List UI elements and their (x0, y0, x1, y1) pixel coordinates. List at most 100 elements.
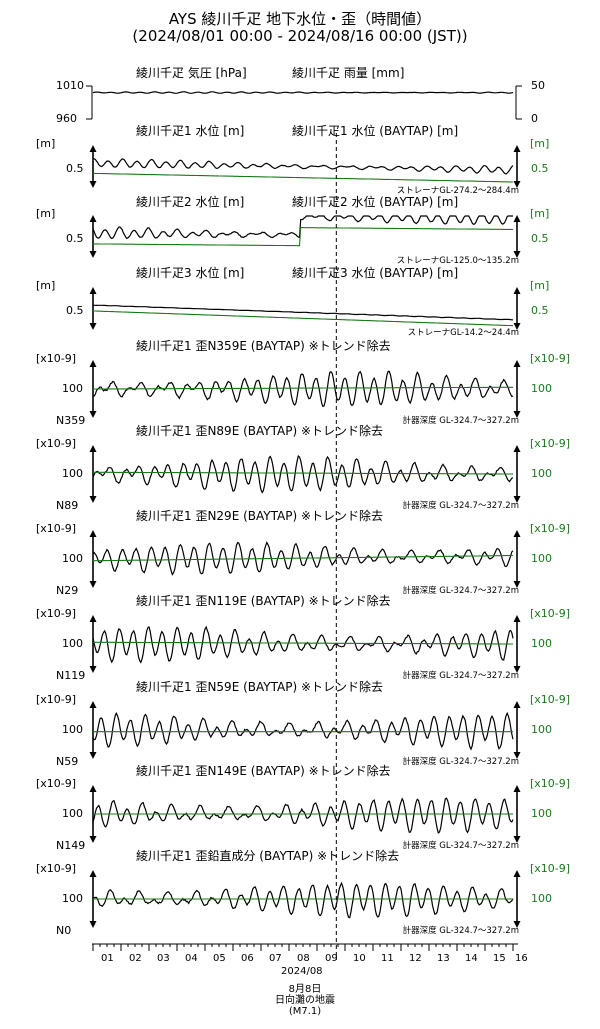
panel-5-left-arrow-head-down (89, 496, 97, 503)
panel-4-right-arrow-head-up (513, 360, 521, 367)
panel-9-title-left: 綾川千疋1 歪N149E (BAYTAP) ※トレンド除去 (136, 764, 391, 778)
panel-1-right-unit: [m] (530, 137, 550, 150)
panel-0-right-tick-top: 50 (531, 79, 545, 92)
panel-4-left-tick: 100 (62, 382, 83, 395)
panel-8-title-left: 綾川千疋1 歪N59E (BAYTAP) ※トレンド除去 (136, 680, 384, 694)
panel-4-right-tick: 100 (531, 382, 552, 395)
panel-6-left-arrow-head-down (89, 581, 97, 588)
x-axis-tick-label-12: 12 (409, 953, 422, 964)
panel-0-left-tick-bottom: 960 (56, 112, 77, 125)
panel-6-right-arrow-head-down (513, 581, 521, 588)
panel-7-note: 計器深度 GL-324.7～327.2m (402, 671, 519, 681)
x-axis-tick-label-06: 06 (241, 953, 254, 964)
x-axis-month-label: 2024/08 (281, 966, 323, 977)
x-axis-tick-label-07: 07 (269, 953, 282, 964)
x-axis-tick-label-14: 14 (465, 953, 478, 964)
panel-5-right-arrow-head-up (513, 445, 521, 452)
panel-7-direction: N119 (56, 669, 86, 682)
panel-3-left-unit: [m] (36, 279, 56, 292)
panel-6-direction: N29 (56, 584, 79, 597)
x-axis-tick-label-02: 02 (129, 953, 142, 964)
panel-4-direction: N359 (56, 414, 86, 427)
panel-8-right-arrow-head-down (513, 752, 521, 759)
panel-6-left-arrow-head-up (89, 530, 97, 537)
panel-2-title-left: 綾川千疋2 水位 [m] (136, 195, 245, 209)
panel-8-left-tick: 100 (62, 723, 83, 736)
panel-0-right-tick-bottom: 0 (531, 112, 538, 125)
panel-8-note: 計器深度 GL-324.7～327.2m (402, 757, 519, 767)
panel-2-right-tick: 0.5 (531, 231, 549, 245)
panel-9-left-unit: [x10-9] (36, 777, 77, 790)
panel-6-right-tick: 100 (531, 552, 552, 565)
panel-7-series-0-line (92, 625, 514, 664)
panel-3-left-arrow-head-down (89, 323, 97, 330)
panel-5-right-tick: 100 (531, 467, 552, 480)
x-axis-tick-label-10: 10 (353, 953, 366, 964)
panel-6-note: 計器深度 GL-324.7～327.2m (402, 586, 519, 596)
panel-9-left-tick: 100 (62, 807, 83, 820)
panel-2-title-right: 綾川千疋2 水位 (BAYTAP) [m] (292, 195, 459, 209)
panel-9-right-tick: 100 (531, 807, 552, 820)
panel-5-left-tick: 100 (62, 467, 83, 480)
panel-7-left-tick: 100 (62, 637, 83, 650)
panel-4-left-arrow-head-up (89, 360, 97, 367)
panel-7-right-unit: [x10-9] (530, 607, 571, 620)
panel-0-left-tick-top: 1010 (56, 79, 84, 92)
panel-9-right-arrow-head-down (513, 836, 521, 843)
panel-8-right-tick: 100 (531, 723, 552, 736)
panel-3-title-left: 綾川千疋3 水位 [m] (136, 266, 245, 280)
panel-1-right-tick: 0.5 (531, 161, 549, 175)
chart-title: AYS 綾川千疋 地下水位・歪（時間値） (168, 10, 432, 28)
panel-4-title-left: 綾川千疋1 歪N359E (BAYTAP) ※トレンド除去 (136, 339, 391, 353)
earthquake-annotation: 8月8日 日向灘の地震 (M7.1) (255, 984, 355, 1017)
panel-4-left-unit: [x10-9] (36, 352, 77, 365)
panel-8-series-0-line (92, 711, 514, 751)
panel-3-left-tick: 0.5 (66, 303, 84, 317)
panel-5-direction: N89 (56, 499, 79, 512)
x-axis-tick-label-15: 15 (493, 953, 506, 964)
panel-6-left-unit: [x10-9] (36, 522, 77, 535)
panel-9-right-arrow-head-up (513, 785, 521, 792)
panel-0-title-left: 綾川千疋 気圧 [hPa] (136, 66, 247, 80)
chart-subtitle: (2024/08/01 00:00 - 2024/08/16 00:00 (JS… (132, 27, 468, 45)
panel-10-series-0-line (92, 881, 514, 919)
panel-2-left-unit: [m] (36, 207, 56, 220)
panel-9-left-arrow-head-up (89, 785, 97, 792)
panel-3-right-arrow-head-up (513, 287, 521, 294)
panel-5-note: 計器深度 GL-324.7～327.2m (402, 501, 519, 511)
panel-4-note: 計器深度 GL-324.7～327.2m (402, 416, 519, 426)
panel-3-series-0-line (92, 304, 514, 321)
panel-1-title-left: 綾川千疋1 水位 [m] (136, 124, 245, 138)
panel-2-left-arrow-head-down (89, 251, 97, 258)
panel-6-series-1-line (93, 554, 513, 562)
panel-1-left-arrow-head-down (89, 181, 97, 188)
panel-10-direction: N0 (56, 924, 72, 937)
panel-4-right-arrow-head-down (513, 411, 521, 418)
panel-5-left-arrow-head-up (89, 445, 97, 452)
panel-8-left-unit: [x10-9] (36, 693, 77, 706)
panel-6-left-tick: 100 (62, 552, 83, 565)
panel-3-title-right: 綾川千疋3 水位 (BAYTAP) [m] (292, 266, 459, 280)
x-axis-tick-label-04: 04 (185, 953, 198, 964)
panel-9-right-unit: [x10-9] (530, 777, 571, 790)
panel-9-direction: N149 (56, 839, 86, 852)
panel-10-left-unit: [x10-9] (36, 862, 77, 875)
x-axis-tick-label-13: 13 (437, 953, 450, 964)
panel-3-note: ストレーナGL-14.2～24.4m (407, 328, 519, 338)
panel-10-title-left: 綾川千疋1 歪鉛直成分 (BAYTAP) ※トレンド除去 (136, 849, 400, 863)
panel-0-series-0-line (92, 91, 514, 94)
panel-2-series-0-line (92, 215, 513, 240)
panel-6-title-left: 綾川千疋1 歪N29E (BAYTAP) ※トレンド除去 (136, 509, 384, 523)
panel-4-right-unit: [x10-9] (530, 352, 571, 365)
earthquake-date: 8月8日 (288, 984, 322, 995)
panel-2-right-arrow-head-down (513, 251, 521, 258)
panel-4-left-arrow-head-down (89, 411, 97, 418)
x-axis-tick-label-09: 09 (325, 953, 338, 964)
panel-1-right-arrow-head-up (513, 145, 521, 152)
panel-10-left-arrow-head-up (89, 870, 97, 877)
panel-10-right-arrow-head-up (513, 870, 521, 877)
panel-8-right-unit: [x10-9] (530, 693, 571, 706)
panel-5-right-unit: [x10-9] (530, 437, 571, 450)
panel-2-left-tick: 0.5 (66, 231, 84, 245)
panel-9-left-arrow-head-down (89, 836, 97, 843)
